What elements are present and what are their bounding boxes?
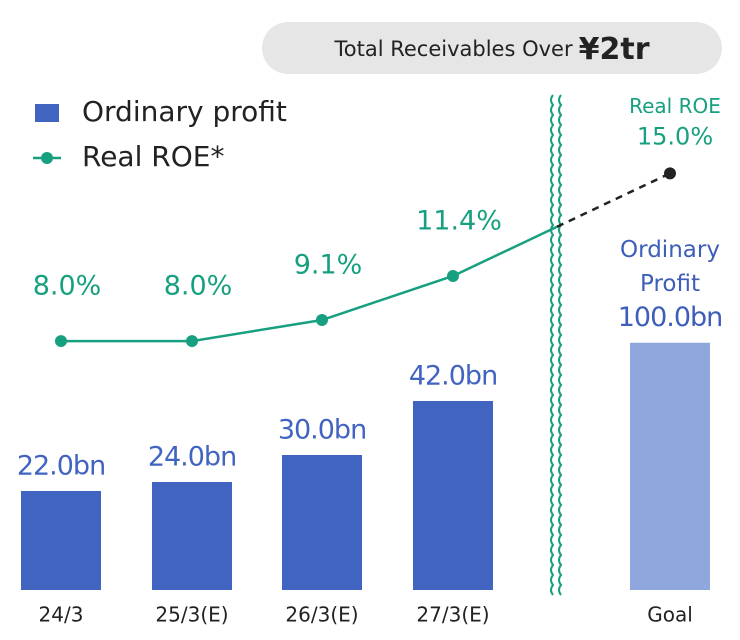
line-point [186, 335, 198, 348]
bar-label: Profit [640, 271, 700, 297]
banner-text: Total Receivables Over [334, 37, 573, 61]
bar [152, 482, 232, 590]
line-value-label: 8.0% [33, 271, 102, 302]
x-tick-label: 24/3 [39, 603, 84, 627]
line-point [664, 167, 676, 180]
bar-value-label: 100.0bn [618, 302, 723, 333]
banner: Total Receivables Over ¥2tr [334, 32, 650, 67]
legend-label: Real ROE* [82, 140, 224, 173]
banner-box [262, 22, 722, 74]
legend-label: Ordinary profit [82, 95, 287, 128]
bar [282, 455, 362, 590]
axis-break [550, 94, 555, 596]
legend-swatch [41, 152, 53, 164]
x-tick-label: 27/3(E) [416, 603, 489, 627]
line-label: Real ROE [629, 94, 721, 118]
bar [21, 491, 101, 590]
line-connector [452, 225, 558, 278]
bar [413, 401, 493, 590]
bar-value-label: 42.0bn [409, 361, 497, 392]
line-value-label: 15.0% [637, 122, 713, 150]
legend-swatch [35, 104, 59, 122]
line-value-label: 9.1% [294, 250, 363, 281]
line-point [55, 335, 67, 348]
x-tick-label: 26/3(E) [285, 603, 358, 627]
axis-break [558, 94, 563, 596]
line-connector-dashed [556, 172, 671, 228]
line-value-label: 11.4% [416, 205, 502, 236]
x-tick-label: 25/3(E) [155, 603, 228, 627]
x-tick-label: Goal [647, 603, 693, 627]
bar-label: Ordinary [620, 237, 720, 263]
line-point [316, 314, 328, 326]
bar-value-label: 22.0bn [17, 451, 105, 482]
line-value-label: 8.0% [164, 271, 233, 302]
bar-value-label: 24.0bn [148, 442, 236, 473]
bar [630, 342, 710, 590]
bar-value-label: 30.0bn [278, 415, 366, 446]
line [61, 274, 454, 343]
banner-amount: ¥2tr [579, 32, 650, 67]
